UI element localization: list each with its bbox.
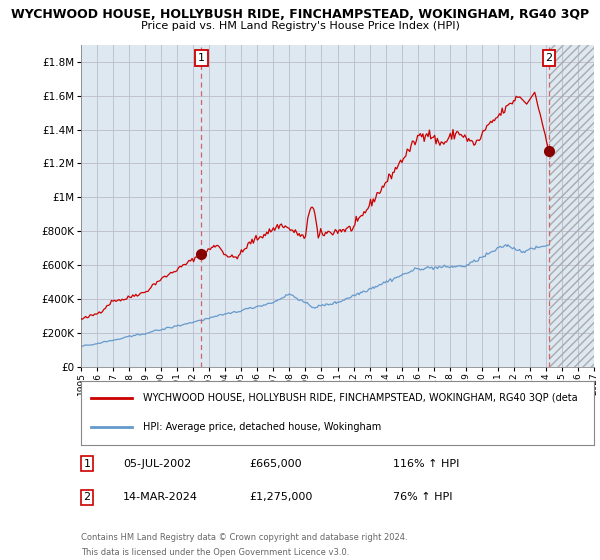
Text: 2: 2 bbox=[83, 492, 91, 502]
Text: £665,000: £665,000 bbox=[249, 459, 302, 469]
Text: 05-JUL-2002: 05-JUL-2002 bbox=[123, 459, 191, 469]
Text: This data is licensed under the Open Government Licence v3.0.: This data is licensed under the Open Gov… bbox=[81, 548, 349, 557]
Text: 76% ↑ HPI: 76% ↑ HPI bbox=[393, 492, 452, 502]
Text: 1: 1 bbox=[198, 53, 205, 63]
Text: HPI: Average price, detached house, Wokingham: HPI: Average price, detached house, Woki… bbox=[143, 422, 381, 432]
Text: Contains HM Land Registry data © Crown copyright and database right 2024.: Contains HM Land Registry data © Crown c… bbox=[81, 533, 407, 542]
Text: Price paid vs. HM Land Registry's House Price Index (HPI): Price paid vs. HM Land Registry's House … bbox=[140, 21, 460, 31]
Text: 116% ↑ HPI: 116% ↑ HPI bbox=[393, 459, 460, 469]
Text: 1: 1 bbox=[83, 459, 91, 469]
Text: WYCHWOOD HOUSE, HOLLYBUSH RIDE, FINCHAMPSTEAD, WOKINGHAM, RG40 3QP (deta: WYCHWOOD HOUSE, HOLLYBUSH RIDE, FINCHAMP… bbox=[143, 393, 577, 403]
Text: 2: 2 bbox=[545, 53, 553, 63]
Text: WYCHWOOD HOUSE, HOLLYBUSH RIDE, FINCHAMPSTEAD, WOKINGHAM, RG40 3QP: WYCHWOOD HOUSE, HOLLYBUSH RIDE, FINCHAMP… bbox=[11, 8, 589, 21]
Text: £1,275,000: £1,275,000 bbox=[249, 492, 313, 502]
Bar bbox=[549, 45, 594, 367]
Text: 14-MAR-2024: 14-MAR-2024 bbox=[123, 492, 198, 502]
